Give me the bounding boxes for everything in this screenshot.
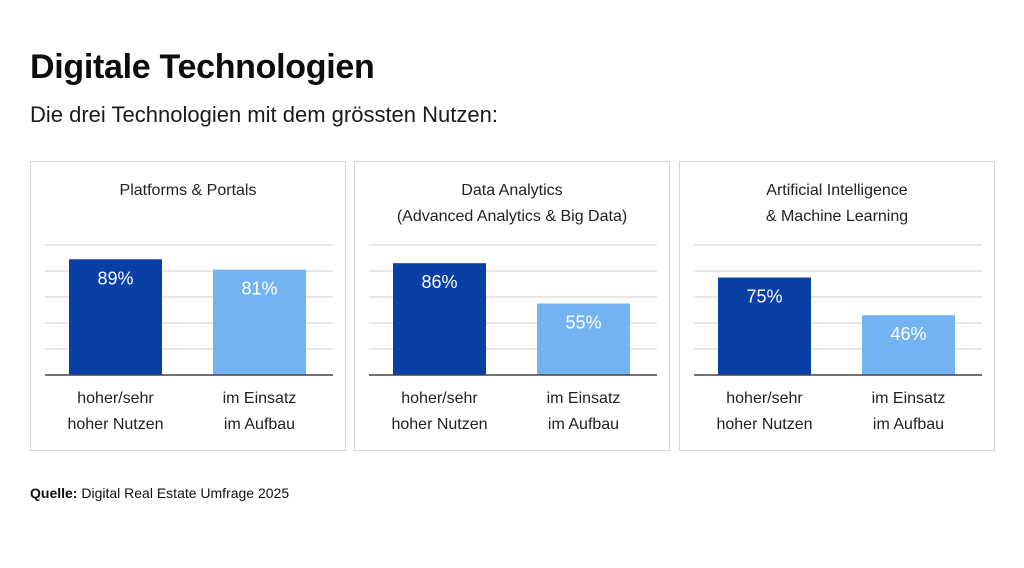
data-label: 75%: [746, 287, 782, 307]
category-label: hoher/sehr: [726, 390, 803, 407]
chart-panel-ai-ml: 75% hoher/sehr hoher Nutzen 46% im Einsatz im…: [679, 161, 995, 451]
data-label: 86%: [421, 272, 457, 292]
chart-title-line: Artificial Intelligence: [766, 182, 908, 199]
category-label: im Aufbau: [873, 416, 944, 433]
chart-title-line: Platforms & Portals: [119, 182, 257, 199]
chart-title-line: (Advanced Analytics & Big Data): [396, 208, 628, 225]
bar: [393, 263, 486, 375]
page-subtitle: Die drei Technologien mit dem grössten N…: [30, 102, 498, 127]
chart-title-line: & Machine Learning: [765, 208, 909, 225]
chart-panel-data-analytics: 86% hoher/sehr hoher Nutzen 55% im Einsatz im…: [354, 161, 670, 451]
category-label: im Aufbau: [224, 416, 295, 433]
category-label: hoher/sehr: [401, 390, 478, 407]
chart-title: Platforms & Portals: [31, 178, 345, 204]
category-label: im Einsatz: [223, 390, 297, 407]
chart-title: Data Analytics (Advanced Analytics & Big…: [355, 178, 669, 230]
bar: [862, 315, 955, 375]
bar: [718, 277, 811, 375]
category-label: hoher Nutzen: [67, 416, 163, 433]
data-label: 81%: [241, 279, 277, 299]
category-label: hoher/sehr: [77, 390, 154, 407]
source-text: Digital Real Estate Umfrage 2025: [81, 485, 290, 501]
bar: [213, 269, 306, 375]
bar-chart: 75% hoher/sehr hoher Nutzen 46% im Einsatz im…: [694, 244, 982, 433]
page-title: Digitale Technologien: [30, 48, 375, 86]
chart-panel-platforms: 89% hoher/sehr hoher Nutzen 81% im Einsatz im…: [30, 161, 346, 451]
category-label: im Einsatz: [872, 390, 946, 407]
bar-chart: 86% hoher/sehr hoher Nutzen 55% im Einsatz im…: [369, 244, 657, 433]
category-label: im Aufbau: [548, 416, 619, 433]
category-label: hoher Nutzen: [716, 416, 812, 433]
category-label: hoher Nutzen: [391, 416, 487, 433]
chart-title-line: Data Analytics: [461, 182, 563, 199]
bar: [537, 303, 630, 375]
category-label: im Einsatz: [547, 390, 621, 407]
source-note: Quelle: Digital Real Estate Umfrage 2025: [30, 484, 289, 502]
data-label: 89%: [97, 268, 133, 288]
data-label: 55%: [565, 313, 601, 333]
source-label: Quelle:: [30, 485, 78, 501]
bar-chart: 89% hoher/sehr hoher Nutzen 81% im Einsatz im…: [45, 244, 333, 433]
chart-title: Artificial Intelligence & Machine Learni…: [680, 178, 994, 230]
data-label: 46%: [890, 324, 926, 344]
bar: [69, 259, 162, 375]
